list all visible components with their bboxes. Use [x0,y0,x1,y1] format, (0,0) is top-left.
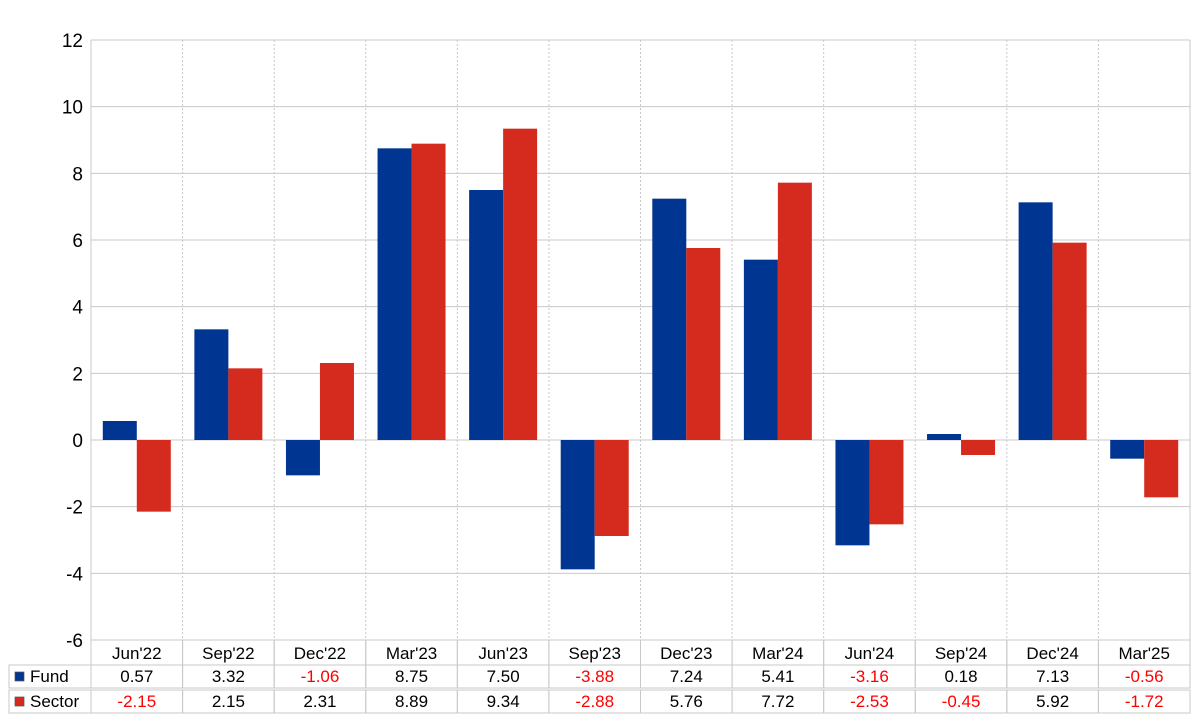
category-label: Jun'24 [845,644,895,663]
legend-label-fund: Fund [30,667,69,686]
data-label-fund: -3.88 [575,667,614,686]
data-label-fund: -1.06 [301,667,340,686]
data-label-sector: -1.72 [1125,692,1164,711]
bar-fund [743,259,778,440]
data-label-fund: 0.18 [944,667,977,686]
bar-sector [228,368,263,440]
legend-label-sector: Sector [30,692,79,711]
bar-sector [594,440,629,536]
bar-sector [869,440,904,525]
y-tick-label: 2 [72,364,83,385]
data-label-sector: 8.89 [395,692,428,711]
data-label-sector: 5.92 [1036,692,1069,711]
y-tick-label: 0 [72,431,83,452]
bar-fund [285,440,320,476]
y-tick-label: -6 [66,631,83,652]
data-label-sector: 7.72 [761,692,794,711]
category-label: Mar'23 [386,644,437,663]
bar-fund [469,190,504,440]
y-axis-ticks: 12 10 8 6 4 2 0 -2 -4 -6 [62,31,84,652]
bar-sector [961,440,996,455]
data-table: Jun'22 Sep'22 Dec'22 Mar'23 Jun'23 Sep'23 Dec'… [8,639,1191,714]
y-tick-label: 4 [72,298,83,319]
bar-fund [194,329,229,440]
data-label-fund: 5.41 [761,667,794,686]
category-label: Sep'23 [569,644,621,663]
category-label: Dec'22 [294,644,346,663]
category-label: Dec'23 [660,644,712,663]
bar-fund [1018,202,1053,440]
category-label: Jun'22 [112,644,162,663]
y-tick-label: -4 [66,564,83,585]
bar-sector [777,182,812,440]
bar-sector [411,143,446,440]
category-label: Sep'24 [935,644,987,663]
data-label-fund: 7.13 [1036,667,1069,686]
table-cell [1097,664,1191,689]
bar-sector [1052,242,1087,440]
category-label: Jun'23 [478,644,528,663]
grid-lines [90,39,1191,641]
data-label-sector: -0.45 [942,692,981,711]
bar-fund [835,440,870,546]
data-label-fund: -3.16 [850,667,889,686]
table-cell [1097,689,1191,714]
data-label-fund: 0.57 [120,667,153,686]
bar-sector [503,128,538,440]
bar-sector [136,440,171,512]
y-tick-label: -2 [66,498,83,519]
data-label-fund: -0.56 [1125,667,1164,686]
bar-fund [560,440,595,570]
y-tick-label: 10 [62,98,83,119]
bar-sector [319,363,354,440]
category-label: Dec'24 [1026,644,1078,663]
bar-sector [686,248,721,440]
data-label-sector: 9.34 [487,692,520,711]
bar-fund [102,421,137,440]
bar-sector [1144,440,1179,498]
data-label-sector: -2.15 [117,692,156,711]
y-tick-label: 12 [62,31,83,52]
data-label-fund: 7.50 [487,667,520,686]
category-label: Mar'24 [752,644,803,663]
legend-swatch-fund [14,671,25,682]
y-tick-label: 8 [72,164,83,185]
bars [102,128,1179,570]
bar-fund [377,148,412,441]
data-label-fund: 8.75 [395,667,428,686]
bar-fund [652,198,687,440]
data-label-fund: 7.24 [670,667,703,686]
data-label-sector: -2.53 [850,692,889,711]
y-tick-label: 6 [72,231,83,252]
legend-swatch-sector [14,696,25,707]
data-label-sector: 2.31 [303,692,336,711]
data-label-sector: -2.88 [575,692,614,711]
data-label-sector: 5.76 [670,692,703,711]
category-label: Sep'22 [202,644,254,663]
bar-fund [927,434,962,440]
data-label-sector: 2.15 [212,692,245,711]
data-label-fund: 3.32 [212,667,245,686]
category-label: Mar'25 [1118,644,1169,663]
bar-fund [1110,440,1145,459]
